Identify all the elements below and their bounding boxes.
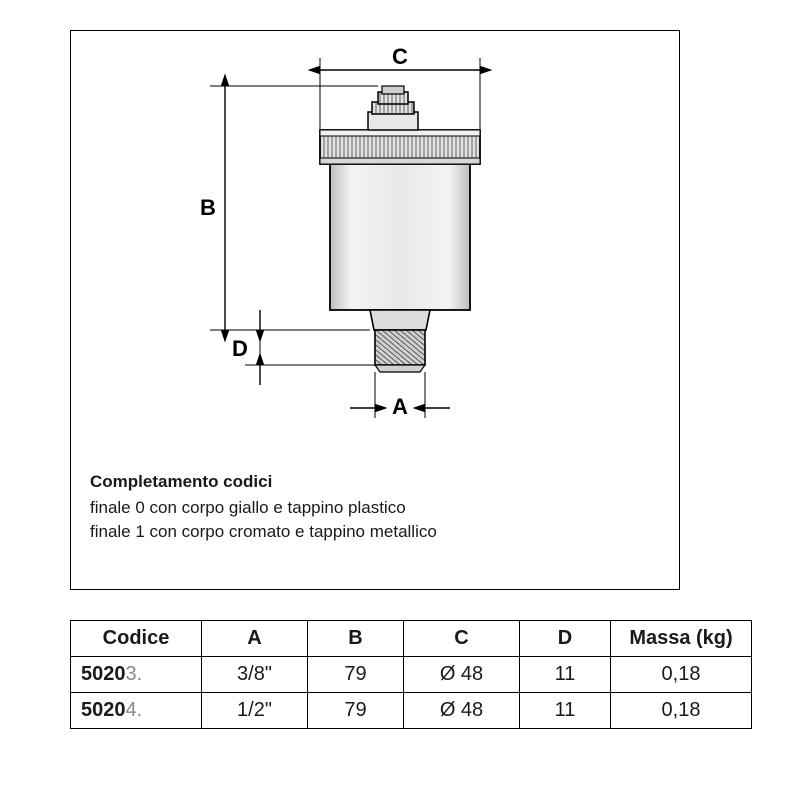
cell-a: 1/2" xyxy=(202,693,308,729)
cell-d: 11 xyxy=(520,693,611,729)
spec-table: Codice A B C D Massa (kg) 50203.3/8"79Ø … xyxy=(70,620,752,729)
notes-line-2: finale 1 con corpo cromato e tappino met… xyxy=(90,520,650,544)
technical-drawing: C B D A xyxy=(70,30,680,460)
table-header-row: Codice A B C D Massa (kg) xyxy=(71,621,752,657)
table-row: 50203.3/8"79Ø 48110,18 xyxy=(71,657,752,693)
notes-block: Completamento codici finale 0 con corpo … xyxy=(90,470,650,543)
cell-c: Ø 48 xyxy=(404,693,520,729)
col-massa: Massa (kg) xyxy=(611,621,752,657)
col-b: B xyxy=(308,621,404,657)
cell-a: 3/8" xyxy=(202,657,308,693)
cell-mass: 0,18 xyxy=(611,693,752,729)
table-row: 50204.1/2"79Ø 48110,18 xyxy=(71,693,752,729)
col-d: D xyxy=(520,621,611,657)
col-codice: Codice xyxy=(71,621,202,657)
dim-label-d: D xyxy=(232,336,248,361)
notes-title: Completamento codici xyxy=(90,470,650,494)
cell-codice: 50203. xyxy=(71,657,202,693)
dim-label-a: A xyxy=(392,394,408,419)
dim-label-b: B xyxy=(200,195,216,220)
cell-b: 79 xyxy=(308,657,404,693)
cell-b: 79 xyxy=(308,693,404,729)
cell-d: 11 xyxy=(520,657,611,693)
dim-label-c: C xyxy=(392,44,408,69)
col-c: C xyxy=(404,621,520,657)
cell-c: Ø 48 xyxy=(404,657,520,693)
cell-codice: 50204. xyxy=(71,693,202,729)
notes-line-1: finale 0 con corpo giallo e tappino plas… xyxy=(90,496,650,520)
col-a: A xyxy=(202,621,308,657)
cell-mass: 0,18 xyxy=(611,657,752,693)
